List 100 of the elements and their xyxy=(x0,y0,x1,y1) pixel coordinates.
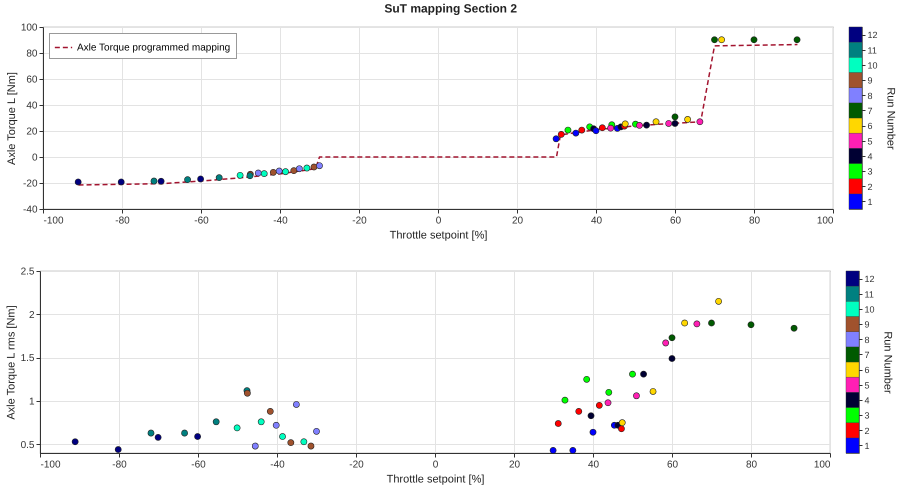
point xyxy=(618,425,625,432)
point xyxy=(74,178,82,186)
color-bar-label: 7 xyxy=(864,350,870,360)
point xyxy=(605,388,612,396)
point xyxy=(672,120,678,127)
point xyxy=(181,430,188,436)
point xyxy=(236,172,244,179)
point xyxy=(287,439,294,446)
x-tick-label: 60 xyxy=(666,460,678,470)
point xyxy=(212,418,220,426)
point xyxy=(118,178,125,186)
y-tick-label: 100 xyxy=(20,22,38,34)
y-tick-label: 1 xyxy=(28,396,35,408)
point xyxy=(696,118,704,126)
x-tick-label: -100 xyxy=(40,460,61,470)
point xyxy=(296,165,303,172)
color-bar-label: 6 xyxy=(864,365,870,376)
point xyxy=(300,438,308,446)
point xyxy=(578,126,586,134)
x-tick-label: 60 xyxy=(670,216,682,226)
x-tick-label: 0 xyxy=(432,460,439,470)
y-tick-label: -40 xyxy=(23,204,38,216)
point xyxy=(629,370,636,378)
x-tick-label: -80 xyxy=(112,460,128,470)
point xyxy=(665,120,672,127)
point xyxy=(668,334,676,342)
color-bar-label: 10 xyxy=(868,60,878,70)
y-tick-label: 60 xyxy=(26,74,38,86)
point xyxy=(643,122,650,129)
x-tick-label: -60 xyxy=(191,460,206,470)
x-tick-label: -80 xyxy=(115,216,130,226)
y-axis-title: Axle Torque L [Nm] xyxy=(6,72,18,165)
y-tick-label: -20 xyxy=(23,178,38,190)
point xyxy=(794,36,800,44)
color-bar-label: 9 xyxy=(864,320,870,330)
x-tick-label: -40 xyxy=(270,460,286,470)
point xyxy=(266,408,274,415)
y-tick-label: 20 xyxy=(26,126,38,138)
color-bar-label: 4 xyxy=(864,395,870,406)
point xyxy=(260,170,268,178)
x-tick-label: 0 xyxy=(436,216,442,226)
y-axis-title: Axle Torque L rms [Nm] xyxy=(6,305,18,420)
point xyxy=(558,131,565,138)
point xyxy=(292,401,300,408)
point xyxy=(270,168,277,176)
point xyxy=(575,408,582,415)
x-tick-label: -20 xyxy=(349,460,364,470)
color-bar-label: 8 xyxy=(864,334,870,345)
point xyxy=(234,424,240,432)
point xyxy=(276,168,283,174)
point xyxy=(114,446,122,453)
color-bar-title: Run Number xyxy=(884,87,897,150)
x-tick-label: -20 xyxy=(352,216,368,226)
color-bar-label: 11 xyxy=(864,289,874,300)
point xyxy=(715,298,722,305)
y-tick-label: 40 xyxy=(26,100,38,112)
point xyxy=(279,433,286,440)
point xyxy=(662,340,670,346)
color-bar-label: 3 xyxy=(864,410,870,421)
x-tick-label: 80 xyxy=(748,216,760,226)
x-tick-label: 20 xyxy=(508,460,520,470)
point xyxy=(750,36,758,44)
color-bar-label: 2 xyxy=(868,182,873,192)
point xyxy=(711,36,718,44)
point xyxy=(252,442,259,450)
point xyxy=(748,321,754,328)
color-bar-label: 12 xyxy=(868,30,878,40)
point xyxy=(310,164,318,170)
point xyxy=(588,412,594,420)
x-tick-label: 20 xyxy=(512,216,524,226)
point xyxy=(244,390,251,397)
point xyxy=(148,430,154,436)
x-tick-label: 40 xyxy=(590,216,602,226)
color-bar-label: 8 xyxy=(868,90,873,101)
point xyxy=(633,392,640,400)
point xyxy=(718,36,725,44)
point xyxy=(583,376,590,383)
point xyxy=(197,176,204,182)
point xyxy=(216,174,223,182)
point xyxy=(554,420,562,427)
color-bar-label: 11 xyxy=(868,45,877,56)
y-tick-label: 80 xyxy=(26,48,38,60)
color-bar-label: 2 xyxy=(864,426,870,436)
color-bar-label: 4 xyxy=(868,151,873,162)
y-tick-label: 1.5 xyxy=(20,353,35,364)
x-tick-label: -40 xyxy=(273,216,288,226)
point xyxy=(158,178,164,185)
point xyxy=(272,422,280,429)
point xyxy=(596,402,603,409)
point xyxy=(604,399,612,406)
point xyxy=(154,434,162,441)
x-tick-label: -60 xyxy=(194,216,210,226)
point xyxy=(313,428,320,435)
point xyxy=(668,355,676,362)
color-bar-label: 3 xyxy=(868,166,873,177)
point xyxy=(618,419,626,426)
point xyxy=(303,164,310,172)
point xyxy=(282,168,289,176)
point xyxy=(640,370,647,378)
color-bar-label: 1 xyxy=(864,440,870,451)
